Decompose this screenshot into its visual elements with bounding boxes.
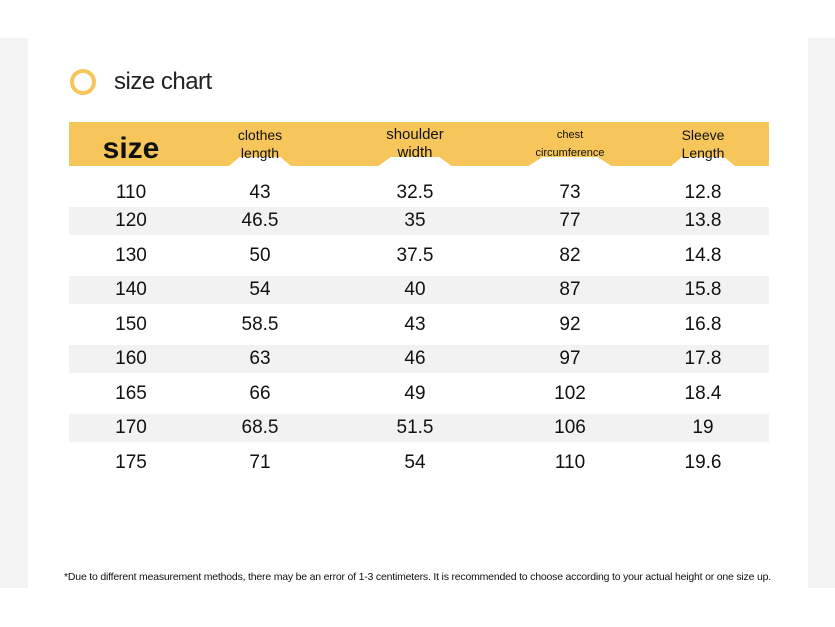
cell-size: 160 <box>69 345 193 373</box>
table-row: 140 54 40 87 15.8 <box>69 276 769 304</box>
cell-sleeve-length: 12.8 <box>684 181 722 203</box>
cell-sleeve-length: 18.4 <box>684 382 722 404</box>
right-margin-panel <box>808 38 835 588</box>
cell-chest-circumference: 77 <box>503 207 637 235</box>
cell-clothes-length: 71 <box>249 451 271 473</box>
table-row: 150 58.5 43 92 16.8 <box>69 304 769 345</box>
cell-size: 130 <box>115 244 147 266</box>
cell-clothes-length: 43 <box>249 181 271 203</box>
header-chest-circumference-line2: circumference <box>535 147 605 159</box>
header-notch <box>228 157 292 167</box>
cell-chest-circumference: 106 <box>503 414 637 442</box>
cell-size: 165 <box>115 382 147 404</box>
table-row: 170 68.5 51.5 106 19 <box>69 414 769 442</box>
header-clothes-length-line2: length <box>240 145 280 161</box>
header-chest-circumference: chest circumference <box>503 122 637 167</box>
page-title: size chart <box>114 68 212 95</box>
cell-shoulder-width: 43 <box>404 313 426 335</box>
cell-chest-circumference: 110 <box>554 451 586 473</box>
size-chart-card <box>28 38 808 588</box>
cell-clothes-length: 68.5 <box>193 414 327 442</box>
cell-clothes-length: 54 <box>193 276 327 304</box>
cell-clothes-length: 58.5 <box>241 313 279 335</box>
cell-sleeve-length: 14.8 <box>684 244 722 266</box>
table-row: 165 66 49 102 18.4 <box>69 373 769 414</box>
cell-sleeve-length: 17.8 <box>637 345 769 373</box>
cell-size: 150 <box>115 313 147 335</box>
cell-sleeve-length: 15.8 <box>637 276 769 304</box>
cell-shoulder-width: 51.5 <box>327 414 503 442</box>
cell-shoulder-width: 35 <box>327 207 503 235</box>
cell-size: 175 <box>115 451 147 473</box>
table-row: 130 50 37.5 82 14.8 <box>69 235 769 276</box>
cell-size: 120 <box>69 207 193 235</box>
circle-bullet-icon <box>70 69 96 95</box>
table-row: 120 46.5 35 77 13.8 <box>69 207 769 235</box>
cell-shoulder-width: 49 <box>404 382 426 404</box>
table-row: 175 71 54 110 19.6 <box>69 442 769 483</box>
cell-shoulder-width: 37.5 <box>396 244 434 266</box>
table-header-row: size clothes length shoulder width chest… <box>69 122 769 167</box>
header-size: size <box>69 122 193 166</box>
cell-chest-circumference: 82 <box>559 244 581 266</box>
cell-size: 170 <box>69 414 193 442</box>
cell-size: 110 <box>115 181 147 203</box>
table-row: 160 63 46 97 17.8 <box>69 345 769 373</box>
cell-shoulder-width: 46 <box>327 345 503 373</box>
cell-shoulder-width: 54 <box>404 451 426 473</box>
cell-sleeve-length: 19.6 <box>684 451 722 473</box>
header-shoulder-width-line1: shoulder <box>386 126 444 143</box>
cell-clothes-length: 63 <box>193 345 327 373</box>
cell-clothes-length: 50 <box>249 244 271 266</box>
cell-shoulder-width: 40 <box>327 276 503 304</box>
cell-chest-circumference: 87 <box>503 276 637 304</box>
header-size-label: size <box>102 132 160 165</box>
header-sleeve-length-line1: Sleeve <box>681 127 725 143</box>
header-sleeve-length: Sleeve Length <box>637 122 769 167</box>
measurement-disclaimer: *Due to different measurement methods, t… <box>64 571 771 583</box>
header-notch <box>670 157 736 167</box>
size-table: size clothes length shoulder width chest… <box>69 122 769 483</box>
title-row: size chart <box>70 66 212 98</box>
header-shoulder-width-line2: width <box>397 144 433 161</box>
cell-sleeve-length: 19 <box>637 414 769 442</box>
header-chest-circumference-line1: chest <box>556 129 584 141</box>
header-clothes-length-line1: clothes <box>237 127 283 143</box>
cell-size: 140 <box>69 276 193 304</box>
cell-chest-circumference: 102 <box>554 382 586 404</box>
cell-chest-circumference: 92 <box>559 313 581 335</box>
table-row: 110 43 32.5 73 12.8 <box>69 166 769 207</box>
cell-chest-circumference: 97 <box>503 345 637 373</box>
left-margin-panel <box>0 38 28 588</box>
cell-sleeve-length: 13.8 <box>637 207 769 235</box>
header-shoulder-width: shoulder width <box>327 122 503 167</box>
header-sleeve-length-line2: Length <box>681 145 725 161</box>
header-clothes-length: clothes length <box>193 122 327 167</box>
cell-chest-circumference: 73 <box>559 181 581 203</box>
cell-clothes-length: 66 <box>249 382 271 404</box>
header-notch <box>527 157 613 167</box>
cell-shoulder-width: 32.5 <box>396 181 434 203</box>
cell-clothes-length: 46.5 <box>193 207 327 235</box>
header-notch <box>377 157 453 167</box>
cell-sleeve-length: 16.8 <box>684 313 722 335</box>
